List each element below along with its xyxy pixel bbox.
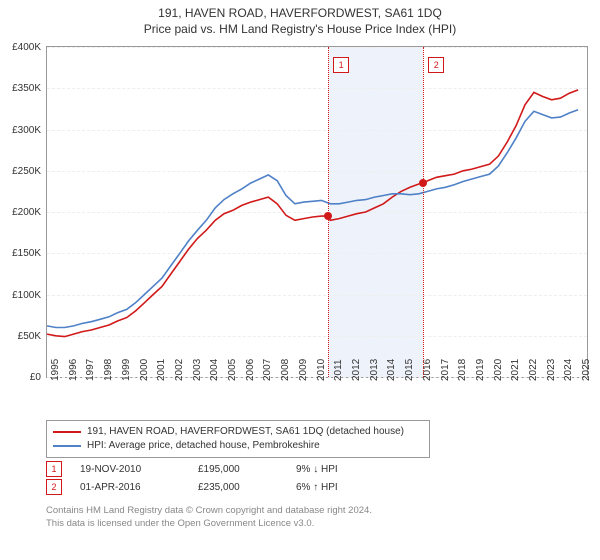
series-property — [47, 90, 578, 337]
legend-row: HPI: Average price, detached house, Pemb… — [53, 439, 423, 453]
legend-label: 191, HAVEN ROAD, HAVERFORDWEST, SA61 1DQ… — [87, 425, 404, 439]
legend-row: 191, HAVEN ROAD, HAVERFORDWEST, SA61 1DQ… — [53, 425, 423, 439]
legend-swatch — [53, 431, 81, 433]
chart-subtitle: Price paid vs. HM Land Registry's House … — [0, 20, 600, 40]
transaction-row: 2 01-APR-2016 £235,000 6% ↑ HPI — [46, 478, 338, 496]
legend-label: HPI: Average price, detached house, Pemb… — [87, 439, 320, 453]
y-tick-label: £400K — [12, 42, 41, 53]
transaction-price: £235,000 — [198, 482, 278, 493]
y-tick-label: £200K — [12, 207, 41, 218]
transaction-badge: 2 — [46, 479, 62, 495]
sale-marker-line — [423, 47, 424, 377]
y-tick-label: £350K — [12, 83, 41, 94]
footer-line-2: This data is licensed under the Open Gov… — [46, 517, 372, 530]
sale-marker-badge: 2 — [428, 57, 444, 73]
sale-marker-badge: 1 — [333, 57, 349, 73]
y-tick-label: £300K — [12, 125, 41, 136]
chart-title: 191, HAVEN ROAD, HAVERFORDWEST, SA61 1DQ — [0, 0, 600, 20]
y-tick-label: £100K — [12, 290, 41, 301]
series-hpi — [47, 110, 578, 328]
y-tick-label: £50K — [18, 331, 41, 342]
series-svg — [47, 47, 587, 377]
transaction-diff: 6% ↑ HPI — [296, 482, 338, 493]
transaction-row: 1 19-NOV-2010 £195,000 9% ↓ HPI — [46, 460, 338, 478]
legend-box: 191, HAVEN ROAD, HAVERFORDWEST, SA61 1DQ… — [46, 420, 430, 458]
y-tick-label: £250K — [12, 166, 41, 177]
transaction-date: 19-NOV-2010 — [80, 464, 180, 475]
footer-line-1: Contains HM Land Registry data © Crown c… — [46, 504, 372, 517]
transaction-price: £195,000 — [198, 464, 278, 475]
footer-attribution: Contains HM Land Registry data © Crown c… — [46, 504, 372, 530]
transaction-badge: 1 — [46, 461, 62, 477]
chart-plot-area: £0£50K£100K£150K£200K£250K£300K£350K£400… — [46, 46, 588, 378]
transaction-diff: 9% ↓ HPI — [296, 464, 338, 475]
transaction-table: 1 19-NOV-2010 £195,000 9% ↓ HPI 2 01-APR-2016… — [46, 460, 338, 496]
y-tick-label: £150K — [12, 248, 41, 259]
y-tick-label: £0 — [30, 372, 41, 383]
legend-swatch — [53, 445, 81, 447]
transaction-date: 01-APR-2016 — [80, 482, 180, 493]
